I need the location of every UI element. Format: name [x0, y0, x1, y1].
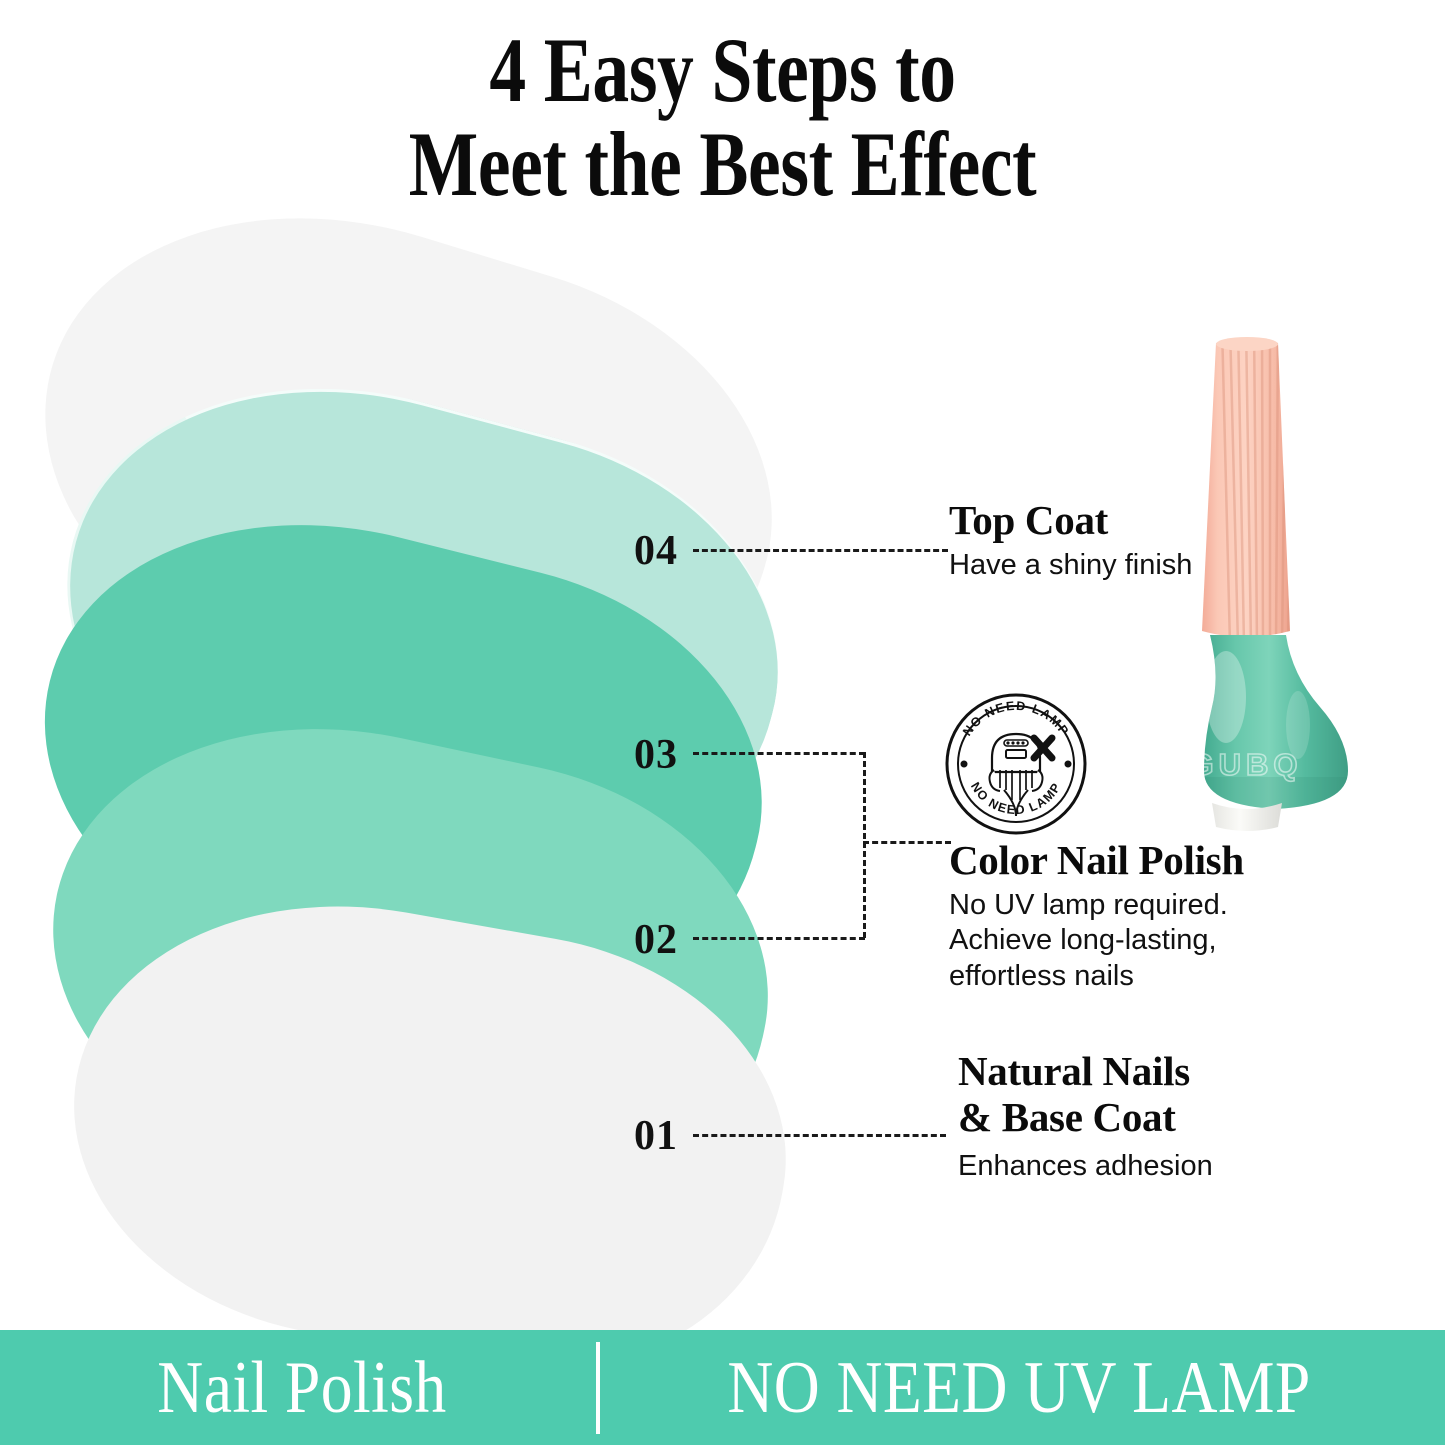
info-block-natural-nails: Natural Nails & Base Coat Enhances adhes… — [958, 1048, 1213, 1184]
step-number-02: 02 — [634, 917, 678, 963]
step-number-01: 01 — [634, 1113, 678, 1159]
connector-line-03 — [693, 752, 865, 755]
step-number-04: 04 — [634, 528, 678, 574]
step-number-03: 03 — [634, 732, 678, 778]
top-coat-heading: Top Coat — [949, 497, 1108, 543]
connector-bracket-vertical — [863, 752, 866, 938]
natural-nails-heading-line-2: & Base Coat — [958, 1093, 1176, 1140]
natural-nails-subtext: Enhances adhesion — [958, 1149, 1213, 1182]
color-polish-subtext-line-1: No UV lamp required. — [949, 888, 1228, 921]
nail-polish-bottle-image: GUBQ — [1118, 325, 1418, 835]
bottle-emboss-text: GUBQ — [1190, 747, 1303, 782]
info-block-color-polish: Color Nail Polish No UV lamp required. A… — [949, 837, 1244, 994]
top-coat-subtext: Have a shiny finish — [949, 548, 1193, 581]
connector-bracket-branch — [863, 841, 951, 844]
title-line-1: 4 Easy Steps to — [489, 19, 956, 121]
no-need-lamp-stamp-icon: NO NEED LAMP NO NEED LAMP — [942, 690, 1090, 838]
connector-line-02 — [693, 937, 865, 940]
bottom-banner: Nail Polish NO NEED UV LAMP — [0, 1330, 1445, 1445]
color-polish-subtext-line-3: effortless nails — [949, 959, 1134, 992]
banner-divider — [595, 1341, 600, 1434]
color-polish-heading: Color Nail Polish — [949, 837, 1244, 883]
info-block-top-coat: Top Coat Have a shiny finish — [949, 497, 1193, 583]
page-title: 4 Easy Steps to Meet the Best Effect — [145, 23, 1301, 215]
natural-nails-heading-line-1: Natural Nails — [958, 1048, 1190, 1094]
banner-left-text: Nail Polish — [156, 1346, 447, 1429]
nail-layer-stack — [0, 144, 880, 1409]
color-polish-subtext-line-2: Achieve long-lasting, — [949, 924, 1217, 957]
title-line-2: Meet the Best Effect — [408, 112, 1037, 215]
connector-line-01 — [693, 1134, 946, 1137]
banner-right-text: NO NEED UV LAMP — [726, 1346, 1311, 1429]
connector-line-04 — [693, 549, 948, 552]
